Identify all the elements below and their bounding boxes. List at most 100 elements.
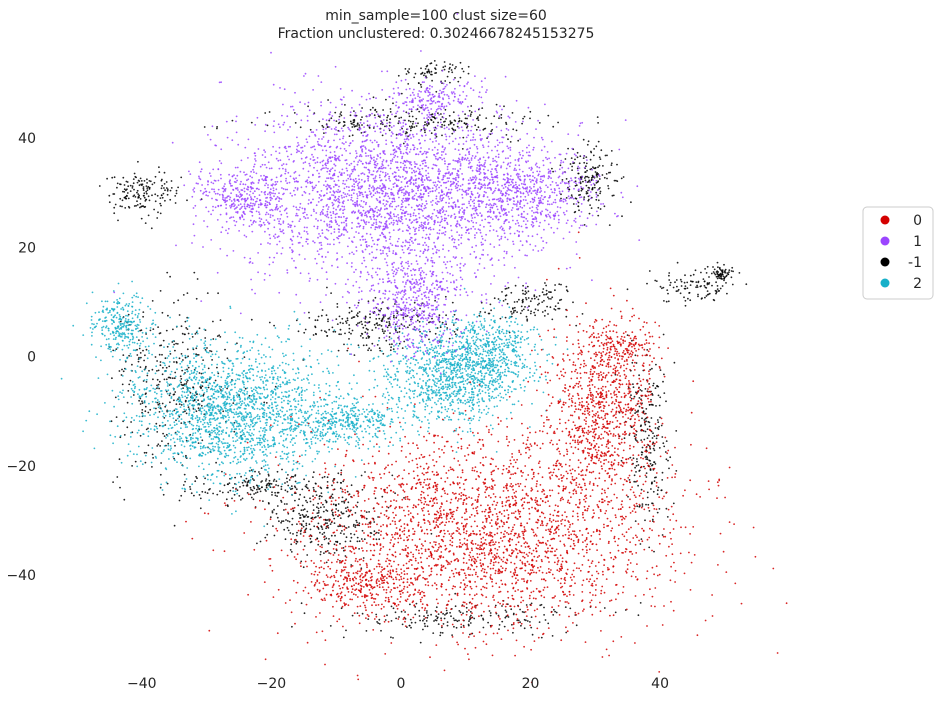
- data-point: [308, 317, 311, 319]
- data-point: [442, 391, 445, 394]
- data-point: [133, 172, 136, 175]
- data-point: [119, 183, 122, 186]
- data-point: [661, 471, 664, 474]
- data-point: [215, 412, 218, 415]
- data-point: [348, 338, 350, 340]
- data-point: [204, 371, 207, 374]
- data-point: [229, 389, 232, 391]
- data-point: [211, 473, 214, 476]
- data-point: [125, 416, 128, 419]
- data-point: [221, 442, 224, 445]
- data-point: [398, 360, 400, 363]
- data-point: [119, 205, 122, 208]
- data-point: [527, 297, 530, 299]
- series-cluster-2: [60, 280, 569, 528]
- data-point: [157, 211, 159, 214]
- data-point: [289, 429, 292, 432]
- data-point: [507, 286, 510, 289]
- data-point: [398, 400, 401, 403]
- data-point: [218, 334, 221, 337]
- data-point: [464, 413, 467, 416]
- data-point: [164, 357, 167, 360]
- data-point: [157, 416, 159, 419]
- data-point: [499, 392, 502, 395]
- data-point: [189, 488, 192, 490]
- data-point: [186, 378, 188, 381]
- data-point: [596, 173, 599, 176]
- data-point: [233, 408, 236, 411]
- data-point: [222, 417, 225, 420]
- data-point: [276, 404, 279, 407]
- data-point: [464, 113, 466, 116]
- data-point: [653, 461, 655, 463]
- data-point: [408, 624, 411, 627]
- data-point: [319, 551, 322, 553]
- data-point: [205, 404, 208, 407]
- data-point: [451, 301, 454, 304]
- data-point: [380, 307, 383, 310]
- data-point: [314, 326, 317, 329]
- data-point: [173, 409, 176, 412]
- data-point: [391, 397, 394, 400]
- data-point: [223, 484, 226, 487]
- data-point: [487, 369, 489, 372]
- data-point: [420, 73, 422, 75]
- data-point: [356, 122, 359, 125]
- data-point: [106, 177, 108, 180]
- data-point: [186, 389, 189, 391]
- data-point: [251, 475, 254, 477]
- data-point: [144, 410, 147, 413]
- data-point: [497, 394, 500, 397]
- data-point: [340, 607, 343, 610]
- data-point: [445, 375, 447, 378]
- data-point: [178, 314, 181, 316]
- data-point: [287, 529, 290, 532]
- data-point: [253, 408, 256, 410]
- data-point: [727, 273, 730, 276]
- data-point: [151, 194, 153, 197]
- data-point: [264, 446, 266, 448]
- data-point: [281, 520, 283, 523]
- data-point: [496, 405, 498, 407]
- data-point: [399, 360, 402, 363]
- data-point: [246, 431, 249, 434]
- data-point: [115, 416, 118, 418]
- data-point: [300, 602, 303, 605]
- data-point: [294, 379, 296, 382]
- data-point: [464, 399, 466, 402]
- data-point: [217, 390, 220, 393]
- data-point: [273, 508, 275, 511]
- data-point: [723, 263, 725, 266]
- data-point: [258, 408, 261, 411]
- data-point: [472, 408, 474, 411]
- data-point: [634, 412, 636, 414]
- data-point: [531, 297, 533, 300]
- data-point: [222, 402, 225, 405]
- data-point: [470, 390, 473, 393]
- data-point: [182, 440, 185, 443]
- data-point: [198, 417, 201, 419]
- data-point: [250, 469, 253, 471]
- data-point: [216, 493, 219, 496]
- data-point: [159, 364, 162, 367]
- data-point: [391, 410, 394, 413]
- data-point: [161, 353, 163, 356]
- data-point: [266, 124, 269, 127]
- data-point: [453, 364, 456, 367]
- data-point: [239, 390, 242, 393]
- data-point: [300, 560, 303, 563]
- data-point: [296, 388, 299, 391]
- data-point: [622, 176, 625, 178]
- data-point: [269, 412, 272, 414]
- data-point: [277, 367, 279, 369]
- data-point: [377, 516, 379, 518]
- data-point: [452, 111, 455, 114]
- data-point: [417, 430, 419, 433]
- data-point: [245, 415, 248, 418]
- data-point: [163, 449, 165, 451]
- data-point: [397, 345, 400, 347]
- data-point: [138, 180, 141, 183]
- data-point: [147, 185, 150, 188]
- data-point: [194, 367, 197, 370]
- data-point: [172, 357, 175, 360]
